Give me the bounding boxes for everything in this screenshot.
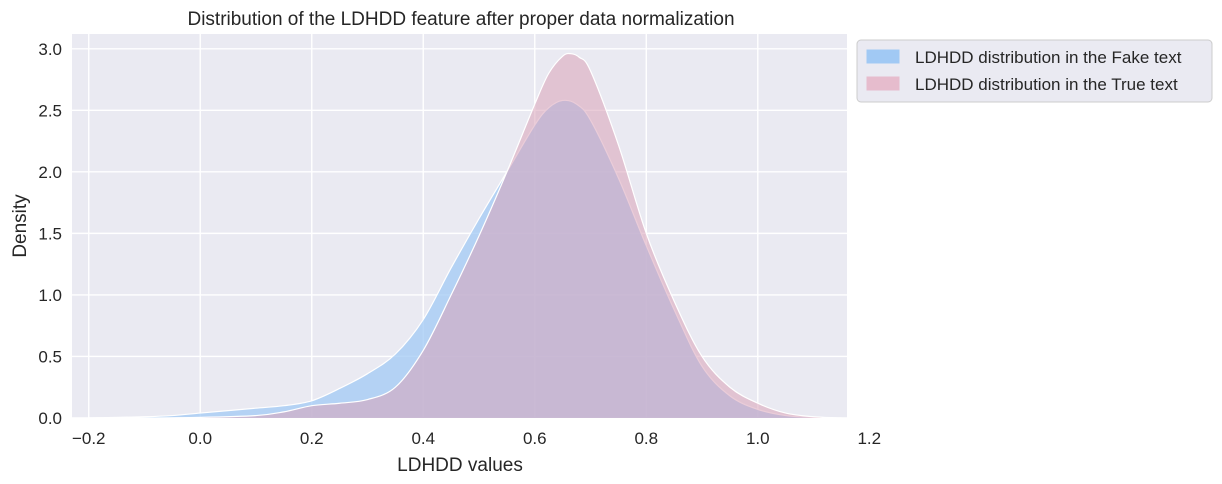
- x-tick-label: 1.2: [857, 429, 881, 448]
- y-tick-label: 1.5: [38, 224, 62, 243]
- y-tick-label: 0.5: [38, 347, 62, 366]
- x-tick-label: 0.4: [411, 429, 435, 448]
- density-areas: [88, 52, 842, 419]
- x-tick-label: 0.8: [634, 429, 658, 448]
- x-tick-label: 0.0: [188, 429, 212, 448]
- true-text-density-area: [88, 53, 842, 418]
- true-text-density-outline: [88, 52, 842, 419]
- y-tick-label: 2.5: [38, 101, 62, 120]
- x-tick-labels: −0.2 0.0 0.2 0.4 0.6 0.8 1.0 1.2: [72, 429, 881, 448]
- y-tick-label: 2.0: [38, 163, 62, 182]
- legend-swatch-true: [866, 76, 900, 91]
- y-tick-label: 1.0: [38, 286, 62, 305]
- chart-title: Distribution of the LDHDD feature after …: [187, 9, 734, 30]
- legend: LDHDD distribution in the Fake text LDHD…: [856, 39, 1213, 103]
- y-tick-labels: 0.0 0.5 1.0 1.5 2.0 2.5 3.0: [38, 40, 62, 428]
- legend-label-fake: LDHDD distribution in the Fake text: [915, 48, 1182, 67]
- y-tick-label: 3.0: [38, 40, 62, 59]
- x-axis-label: LDHDD values: [397, 455, 523, 476]
- legend-label-true: LDHDD distribution in the True text: [915, 75, 1178, 94]
- y-axis-label: Density: [10, 194, 31, 258]
- x-tick-label: −0.2: [72, 429, 106, 448]
- y-tick-label: 0.0: [38, 409, 62, 428]
- x-tick-label: 0.6: [523, 429, 547, 448]
- x-tick-label: 0.2: [300, 429, 324, 448]
- legend-swatch-fake: [866, 49, 900, 64]
- legend-box: [856, 39, 1213, 103]
- x-tick-label: 1.0: [746, 429, 770, 448]
